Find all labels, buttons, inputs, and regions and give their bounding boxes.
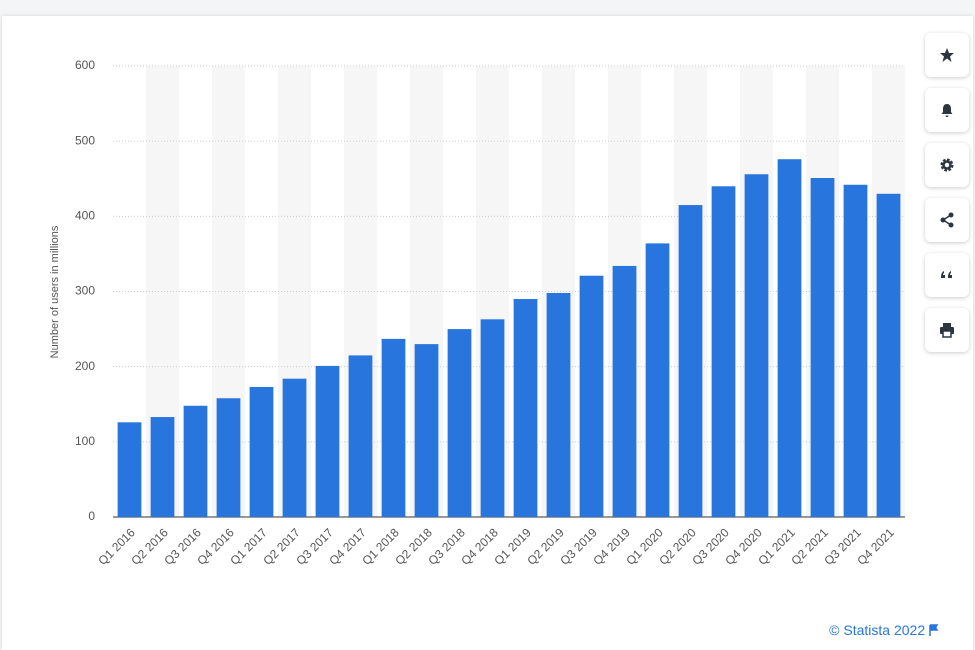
- bar: [645, 243, 670, 518]
- flag-icon[interactable]: [929, 624, 939, 636]
- bar: [183, 405, 208, 517]
- bar: [480, 319, 505, 517]
- y-tick-label: 0: [88, 509, 95, 523]
- bar: [744, 174, 769, 518]
- bar: [579, 275, 604, 517]
- bar: [678, 205, 703, 517]
- credit[interactable]: © Statista 2022: [829, 622, 939, 638]
- y-tick-label: 100: [75, 434, 95, 448]
- bar: [414, 344, 439, 517]
- notification-button[interactable]: [925, 88, 969, 132]
- y-tick-label: 300: [75, 284, 95, 298]
- bar: [546, 293, 571, 517]
- settings-button[interactable]: [925, 143, 969, 187]
- bar: [282, 378, 307, 517]
- bar: [711, 186, 736, 517]
- x-tick-label: Q4 2021: [854, 525, 897, 568]
- y-axis-label: Number of users in millions: [49, 225, 61, 358]
- bar: [150, 417, 175, 517]
- bar: [315, 365, 340, 517]
- bar: [843, 184, 868, 517]
- bar: [612, 265, 637, 517]
- bar: [447, 329, 472, 517]
- bar: [117, 422, 142, 517]
- bar: [876, 193, 901, 518]
- y-tick-label: 400: [75, 209, 95, 223]
- bar: [810, 177, 835, 517]
- y-tick-label: 200: [75, 359, 95, 373]
- cite-button[interactable]: [925, 253, 969, 297]
- credit-text[interactable]: © Statista 2022: [829, 622, 926, 638]
- chart: Number of users in millions 0 100 200 300 40…: [49, 58, 905, 568]
- bar: [216, 398, 241, 517]
- y-tick-label: 600: [75, 58, 95, 72]
- share-button[interactable]: [925, 198, 969, 242]
- bar: [348, 355, 373, 517]
- y-tick-label: 500: [75, 133, 95, 147]
- bar: [249, 386, 274, 517]
- bar: [777, 159, 802, 517]
- print-button[interactable]: [925, 308, 969, 352]
- favorite-button[interactable]: [925, 33, 969, 77]
- bar: [381, 338, 406, 517]
- bar: [513, 299, 538, 517]
